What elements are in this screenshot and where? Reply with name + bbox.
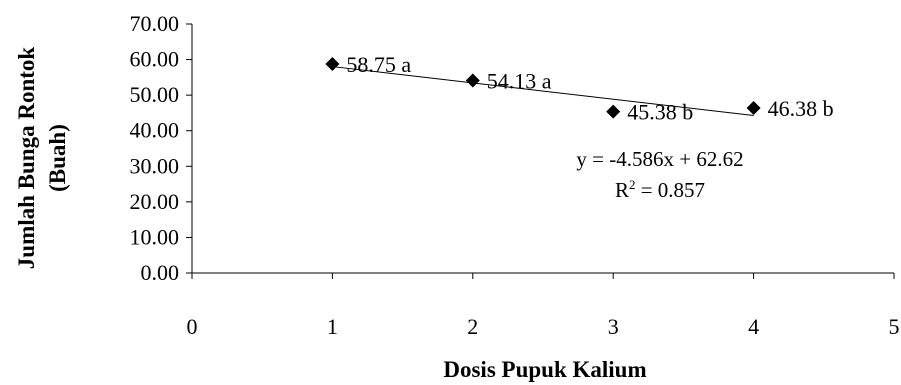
y-tick-label: 60.00 <box>130 47 180 72</box>
x-tick-label: 1 <box>327 314 338 339</box>
data-label: 58.75 a <box>346 52 411 77</box>
trendline <box>332 66 754 117</box>
data-labels: 58.75 a 54.13 a 45.38 b 46.38 b <box>346 52 833 125</box>
x-tick-label: 4 <box>748 314 759 339</box>
y-axis-title-line2: (Buah) <box>45 124 70 192</box>
data-point <box>746 101 761 116</box>
y-tick-label: 10.00 <box>130 224 180 249</box>
y-axis-title-line1: Jumlah Bunga Rontok <box>14 47 39 270</box>
y-tick-label: 40.00 <box>130 118 180 143</box>
data-point <box>325 57 340 72</box>
trendline-equation: y = -4.586x + 62.62 <box>576 147 743 171</box>
y-tick-label: 30.00 <box>130 153 180 178</box>
y-tick-label: 20.00 <box>130 189 180 214</box>
y-tick-label: 50.00 <box>130 82 180 107</box>
data-label: 46.38 b <box>768 96 834 121</box>
x-tick-label: 0 <box>187 314 198 339</box>
data-points <box>325 57 761 119</box>
data-point <box>465 73 480 88</box>
x-axis-title: Dosis Pupuk Kalium <box>443 357 646 382</box>
data-point <box>606 104 621 119</box>
x-tick-label: 2 <box>467 314 478 339</box>
y-axis: 0.00 10.00 20.00 30.00 40.00 50.00 60.00 70.00 <box>130 11 193 285</box>
y-tick-label: 70.00 <box>130 11 180 36</box>
x-tick-label: 3 <box>608 314 619 339</box>
r-squared: R2 = 0.857 <box>615 177 705 202</box>
y-tick-label: 0.00 <box>141 260 180 285</box>
x-axis: 0 1 2 3 4 5 <box>187 272 900 339</box>
x-tick-label: 5 <box>889 314 900 339</box>
data-label: 45.38 b <box>627 100 693 125</box>
data-label: 54.13 a <box>487 68 552 93</box>
